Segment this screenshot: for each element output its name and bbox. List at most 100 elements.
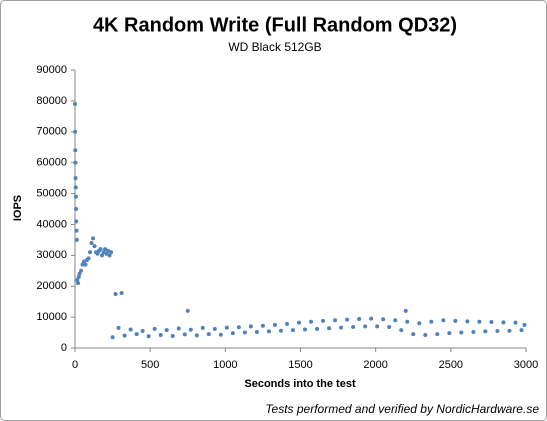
data-point [82,259,87,264]
data-point [519,328,524,333]
y-tick-label: 60000 [36,157,67,169]
data-point [296,320,301,325]
data-point [303,327,308,332]
x-tick-label: 1500 [288,359,312,371]
data-point [77,271,82,276]
data-point [381,317,386,322]
x-tick-label: 2500 [439,359,463,371]
data-point [128,327,133,332]
data-point [369,316,374,321]
data-point [309,319,314,324]
data-point [363,324,368,329]
data-point [164,328,169,333]
data-point [483,329,488,334]
data-point [73,101,77,106]
data-point [465,319,470,324]
data-point [74,219,79,224]
data-point [76,274,81,279]
data-point [495,329,500,334]
y-tick-label: 30000 [36,249,67,261]
data-point [230,331,235,336]
y-tick-label: 40000 [36,218,67,230]
data-point [345,317,350,322]
data-point [74,237,79,242]
footnote: Tests performed and verified by NordicHa… [265,402,539,416]
data-point [218,332,223,337]
data-point [447,331,452,336]
data-point [224,325,229,330]
data-point [477,319,482,324]
data-point [327,326,332,331]
data-point [501,320,506,325]
data-point [92,244,97,249]
data-point [176,326,181,331]
data-point [471,329,476,334]
data-point [393,318,398,323]
data-point [158,333,163,338]
y-tick-label: 10000 [36,311,67,323]
data-point [266,329,271,334]
data-point [188,327,193,332]
data-point [194,333,199,338]
data-point [507,328,512,333]
x-tick-label: 2000 [363,359,387,371]
y-axis-label: IOPS [12,195,24,221]
data-point [110,335,115,340]
y-tick-label: 0 [61,342,67,354]
data-point [103,247,108,252]
data-point [411,332,416,337]
y-tick-label: 70000 [36,126,67,138]
data-point [489,320,494,325]
data-point [403,308,408,313]
data-point [453,318,458,323]
x-tick-label: 1000 [213,359,237,371]
data-point [200,325,205,330]
data-point [98,247,103,252]
data-point [140,329,145,334]
data-point [185,308,190,313]
data-point [80,262,85,267]
data-point [75,278,80,283]
data-point [375,324,380,329]
chart-subtitle: WD Black 512GB [228,40,321,54]
data-point [116,325,121,330]
data-point [73,160,78,165]
data-point [74,228,79,233]
data-point [89,240,94,245]
data-point [76,281,81,286]
data-point [122,333,127,338]
data-point [101,250,106,255]
data-point [429,319,434,324]
data-point [333,318,338,323]
data-point [113,291,118,296]
data-point [86,256,91,261]
data-point [272,322,277,327]
y-tick-label: 90000 [36,64,67,76]
data-point [146,334,151,339]
data-point [74,207,79,211]
x-tick-label: 500 [141,359,159,371]
data-point [254,329,259,334]
data-point [417,321,422,326]
data-point [315,326,320,331]
x-tick-label: 0 [72,359,78,371]
data-point [152,326,157,331]
y-tick-label: 80000 [36,95,67,107]
data-point [387,324,392,329]
data-point [212,326,217,331]
data-point [260,323,265,328]
data-point [278,328,283,333]
x-axis-label: Seconds into the test [244,378,356,390]
data-point [109,250,114,255]
data-point [206,332,211,337]
data-point [134,332,139,337]
data-point [459,330,464,335]
data-point [100,253,105,258]
data-point [119,291,124,296]
data-point [73,176,78,181]
data-point [248,324,253,329]
data-point [423,333,428,338]
data-point [290,328,295,333]
